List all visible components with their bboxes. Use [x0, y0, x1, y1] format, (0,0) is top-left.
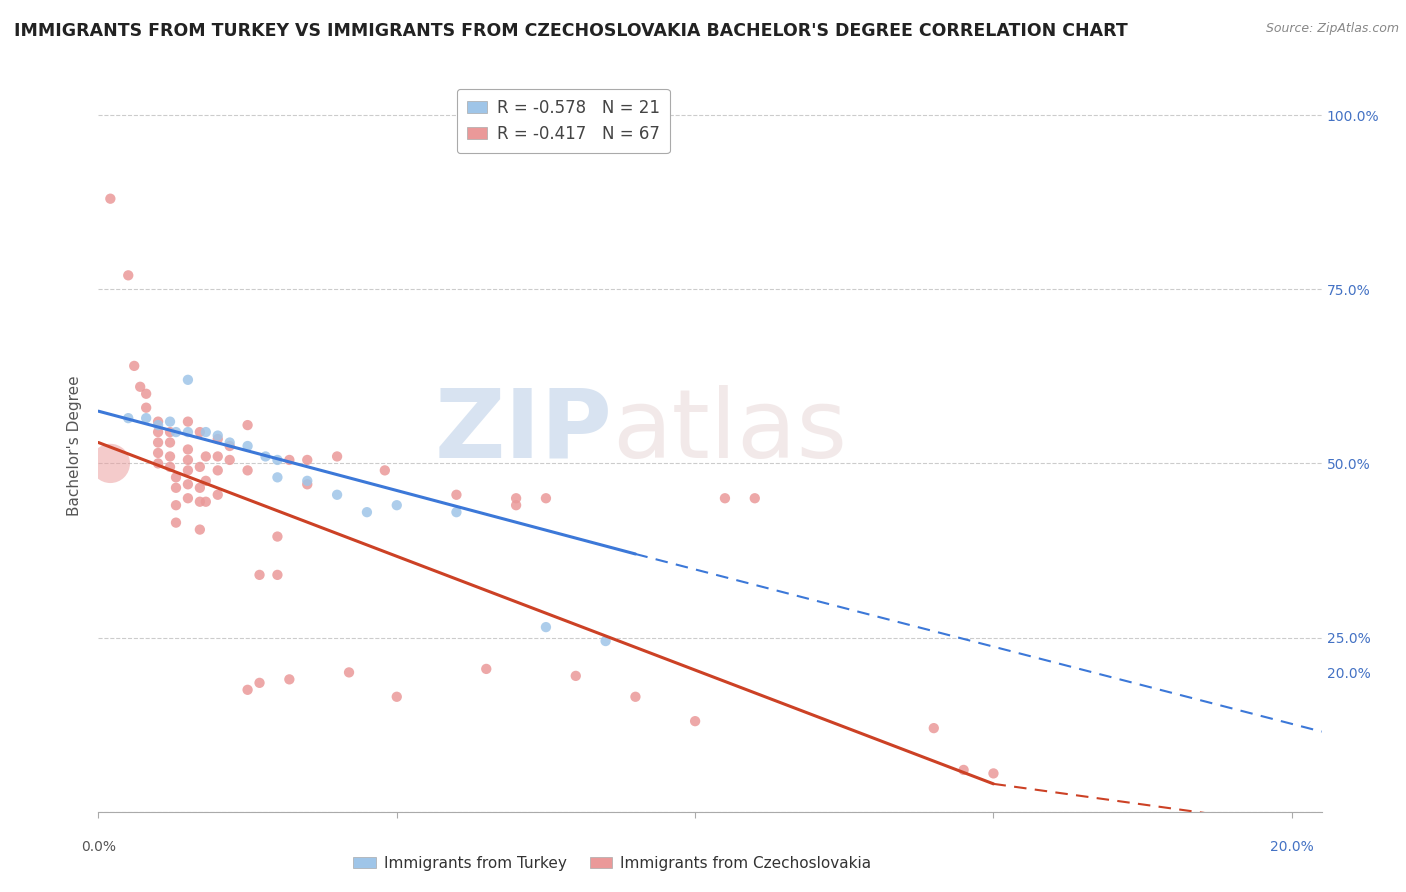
- Point: [218, 439, 240, 453]
- Point: [146, 435, 169, 450]
- Point: [249, 567, 271, 582]
- Point: [297, 474, 319, 488]
- Point: [146, 425, 169, 439]
- Point: [505, 498, 527, 512]
- Point: [534, 620, 557, 634]
- Point: [326, 450, 349, 464]
- Text: Source: ZipAtlas.com: Source: ZipAtlas.com: [1265, 22, 1399, 36]
- Point: [236, 463, 259, 477]
- Point: [177, 477, 200, 491]
- Point: [952, 763, 974, 777]
- Point: [188, 523, 211, 537]
- Point: [129, 380, 152, 394]
- Legend: Immigrants from Turkey, Immigrants from Czechoslovakia: Immigrants from Turkey, Immigrants from …: [347, 850, 877, 877]
- Point: [194, 450, 217, 464]
- Point: [446, 505, 468, 519]
- Point: [624, 690, 647, 704]
- Point: [146, 418, 169, 433]
- Point: [446, 488, 468, 502]
- Point: [207, 432, 229, 446]
- Point: [194, 474, 217, 488]
- Point: [297, 477, 319, 491]
- Point: [983, 766, 1005, 780]
- Point: [505, 491, 527, 506]
- Point: [177, 415, 200, 429]
- Point: [98, 192, 121, 206]
- Text: 20.0%: 20.0%: [1270, 839, 1313, 854]
- Point: [165, 498, 187, 512]
- Point: [278, 673, 301, 687]
- Point: [326, 488, 349, 502]
- Text: IMMIGRANTS FROM TURKEY VS IMMIGRANTS FROM CZECHOSLOVAKIA BACHELOR'S DEGREE CORRE: IMMIGRANTS FROM TURKEY VS IMMIGRANTS FRO…: [14, 22, 1128, 40]
- Y-axis label: Bachelor's Degree: Bachelor's Degree: [67, 376, 83, 516]
- Point: [188, 494, 211, 508]
- Point: [117, 268, 139, 283]
- Point: [565, 669, 588, 683]
- Point: [177, 463, 200, 477]
- Point: [122, 359, 145, 373]
- Point: [135, 401, 157, 415]
- Point: [188, 481, 211, 495]
- Point: [135, 386, 157, 401]
- Point: [218, 435, 240, 450]
- Point: [254, 450, 277, 464]
- Point: [475, 662, 498, 676]
- Point: [159, 435, 181, 450]
- Point: [146, 457, 169, 471]
- Point: [534, 491, 557, 506]
- Point: [278, 453, 301, 467]
- Text: atlas: atlas: [612, 384, 848, 478]
- Point: [177, 373, 200, 387]
- Point: [165, 470, 187, 484]
- Point: [595, 634, 617, 648]
- Point: [135, 411, 157, 425]
- Point: [714, 491, 737, 506]
- Point: [207, 428, 229, 442]
- Point: [297, 453, 319, 467]
- Point: [236, 682, 259, 697]
- Point: [159, 425, 181, 439]
- Point: [177, 491, 200, 506]
- Point: [177, 453, 200, 467]
- Point: [337, 665, 360, 680]
- Point: [177, 442, 200, 457]
- Point: [266, 530, 288, 544]
- Point: [159, 450, 181, 464]
- Point: [194, 425, 217, 439]
- Point: [188, 459, 211, 474]
- Point: [236, 439, 259, 453]
- Point: [194, 494, 217, 508]
- Text: 0.0%: 0.0%: [82, 839, 115, 854]
- Point: [922, 721, 945, 735]
- Point: [146, 446, 169, 460]
- Point: [207, 450, 229, 464]
- Point: [218, 453, 240, 467]
- Point: [207, 488, 229, 502]
- Point: [159, 459, 181, 474]
- Point: [374, 463, 396, 477]
- Point: [683, 714, 706, 728]
- Point: [188, 425, 211, 439]
- Point: [266, 470, 288, 484]
- Point: [356, 505, 378, 519]
- Point: [207, 463, 229, 477]
- Text: ZIP: ZIP: [434, 384, 612, 478]
- Point: [249, 676, 271, 690]
- Point: [98, 457, 121, 471]
- Point: [744, 491, 766, 506]
- Point: [165, 425, 187, 439]
- Point: [266, 453, 288, 467]
- Point: [146, 415, 169, 429]
- Point: [236, 418, 259, 433]
- Point: [385, 498, 408, 512]
- Point: [165, 516, 187, 530]
- Point: [266, 567, 288, 582]
- Point: [117, 411, 139, 425]
- Point: [177, 425, 200, 439]
- Point: [159, 415, 181, 429]
- Point: [385, 690, 408, 704]
- Point: [165, 481, 187, 495]
